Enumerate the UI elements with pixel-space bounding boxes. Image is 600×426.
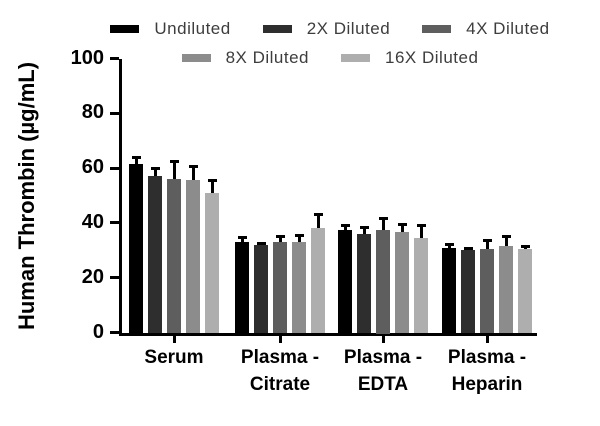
error-bar-cap bbox=[378, 217, 388, 221]
bar-undiluted-2 bbox=[235, 242, 249, 334]
bar-8x-diluted-2 bbox=[292, 242, 306, 334]
y-axis-tick bbox=[110, 166, 119, 170]
bar-undiluted-4 bbox=[442, 247, 456, 334]
error-bar-cap bbox=[169, 159, 179, 163]
error-bar-cap bbox=[188, 165, 198, 169]
legend-label: 2X Diluted bbox=[306, 19, 391, 38]
legend-swatch bbox=[262, 25, 292, 33]
error-bar bbox=[381, 218, 385, 233]
category-label: Plasma - Heparin bbox=[447, 347, 527, 395]
bar-2x-diluted-4 bbox=[461, 250, 475, 334]
bar-8x-diluted-3 bbox=[395, 232, 409, 334]
y-axis-tick bbox=[110, 111, 119, 115]
error-bar bbox=[172, 161, 176, 183]
error-bar-cap bbox=[150, 166, 160, 170]
y-axis-tick-label: 20 bbox=[81, 265, 104, 288]
error-bar-cap bbox=[444, 243, 454, 247]
bar-undiluted-3 bbox=[338, 229, 352, 334]
error-bar-cap bbox=[207, 178, 217, 182]
legend-item-8x-diluted: 8X Diluted bbox=[181, 48, 310, 68]
error-bar-cap bbox=[501, 235, 511, 239]
bar-16x-diluted-1 bbox=[205, 192, 219, 334]
legend-swatch bbox=[181, 54, 211, 62]
y-axis-tick-label: 60 bbox=[81, 156, 104, 179]
bar-16x-diluted-3 bbox=[414, 237, 428, 334]
error-bar-cap bbox=[416, 224, 426, 228]
legend-item-4x-diluted: 4X Diluted bbox=[422, 19, 549, 39]
error-bar bbox=[240, 237, 244, 246]
error-bar-cap bbox=[482, 239, 492, 243]
error-bar bbox=[419, 225, 423, 241]
bar-2x-diluted-2 bbox=[254, 244, 268, 334]
y-axis-tick bbox=[110, 57, 119, 60]
bar-16x-diluted-2 bbox=[311, 228, 325, 334]
x-axis-tick bbox=[172, 336, 176, 343]
error-bar-cap bbox=[397, 222, 407, 226]
error-bar-cap bbox=[340, 224, 350, 228]
legend-label: Undiluted bbox=[154, 19, 231, 38]
bar-2x-diluted-3 bbox=[357, 233, 371, 334]
error-bar bbox=[278, 236, 282, 246]
bar-4x-diluted-4 bbox=[480, 248, 494, 334]
error-bar-cap bbox=[237, 236, 247, 240]
y-axis-tick-label: 80 bbox=[81, 101, 104, 124]
x-axis-line bbox=[119, 332, 537, 336]
bar-16x-diluted-4 bbox=[518, 248, 532, 334]
error-bar bbox=[153, 168, 157, 180]
error-bar-cap bbox=[131, 155, 141, 159]
error-bar bbox=[191, 166, 195, 184]
y-axis-line bbox=[119, 58, 122, 336]
bar-4x-diluted-1 bbox=[167, 179, 181, 334]
bar-undiluted-1 bbox=[129, 163, 143, 334]
y-axis-tick-label: 0 bbox=[92, 320, 104, 343]
category-label: Plasma - EDTA bbox=[343, 347, 423, 395]
bar-4x-diluted-2 bbox=[273, 242, 287, 334]
legend-label: 16X Diluted bbox=[385, 48, 479, 67]
legend-swatch bbox=[110, 25, 140, 33]
error-bar bbox=[400, 224, 404, 236]
error-bar-cap bbox=[294, 233, 304, 237]
error-bar-cap bbox=[520, 244, 530, 248]
category-label: Serum bbox=[144, 347, 204, 368]
error-bar-cap bbox=[359, 225, 369, 229]
error-bar bbox=[210, 180, 214, 196]
legend-swatch bbox=[422, 25, 452, 33]
error-bar-cap bbox=[275, 235, 285, 239]
legend-item-16x-diluted: 16X Diluted bbox=[341, 48, 478, 68]
y-axis-tick-label: 100 bbox=[70, 46, 104, 69]
error-bar bbox=[362, 227, 366, 237]
error-bar bbox=[343, 225, 347, 233]
legend-label: 4X Diluted bbox=[466, 19, 550, 38]
legend-row: Undiluted 2X Diluted 4X Diluted bbox=[80, 18, 580, 40]
legend-swatch bbox=[341, 54, 371, 62]
bar-4x-diluted-3 bbox=[376, 229, 390, 334]
chart-legend: Undiluted 2X Diluted 4X Diluted 8X Diluted 1… bbox=[80, 18, 580, 76]
x-axis-tick bbox=[485, 336, 489, 343]
legend-item-undiluted: Undiluted bbox=[110, 19, 230, 39]
category-label: Plasma - Citrate bbox=[240, 347, 320, 395]
legend-label: 8X Diluted bbox=[225, 48, 310, 67]
error-bar bbox=[485, 240, 489, 252]
bar-8x-diluted-1 bbox=[186, 180, 200, 334]
y-axis-tick bbox=[110, 221, 119, 225]
y-axis-tick-label: 40 bbox=[81, 210, 104, 233]
x-axis-tick bbox=[278, 336, 282, 343]
error-bar bbox=[504, 236, 508, 250]
error-bar bbox=[316, 214, 320, 232]
y-axis-tick bbox=[110, 331, 119, 334]
error-bar-cap bbox=[463, 247, 473, 251]
error-bar bbox=[134, 157, 138, 167]
error-bar-cap bbox=[256, 241, 266, 245]
bar-8x-diluted-4 bbox=[499, 246, 513, 334]
y-axis-tick bbox=[110, 276, 119, 280]
error-bar-cap bbox=[313, 213, 323, 217]
legend-row: 8X Diluted 16X Diluted bbox=[80, 47, 580, 69]
legend-item-2x-diluted: 2X Diluted bbox=[262, 19, 391, 39]
x-axis-tick bbox=[381, 336, 385, 343]
error-bar bbox=[297, 235, 301, 246]
bar-2x-diluted-1 bbox=[148, 176, 162, 334]
